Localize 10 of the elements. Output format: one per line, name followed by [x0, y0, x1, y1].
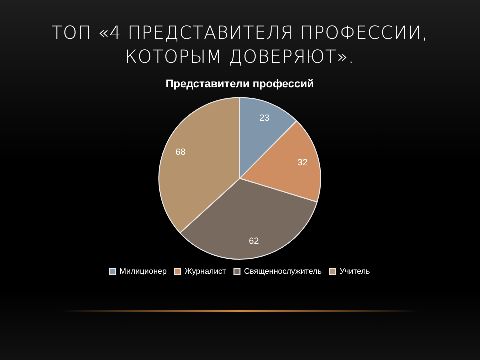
chart-subtitle: Представители профессий [166, 78, 314, 91]
data-label: 23 [260, 113, 270, 124]
legend-label: Журналист [184, 267, 227, 276]
data-label: 62 [249, 236, 260, 246]
data-label: 68 [176, 146, 186, 157]
chart-title: ТОП «4 ПРЕДСТАВИТЕЛЯ ПРОФЕССИИ, КОТОРЫМ ДОВЕРЯЮТ». [50, 22, 430, 70]
legend-label: Учитель [340, 267, 370, 276]
legend-label: Священнослужитель [244, 267, 322, 276]
data-label: 32 [298, 157, 308, 168]
legend-label: Милиционер [120, 267, 168, 276]
